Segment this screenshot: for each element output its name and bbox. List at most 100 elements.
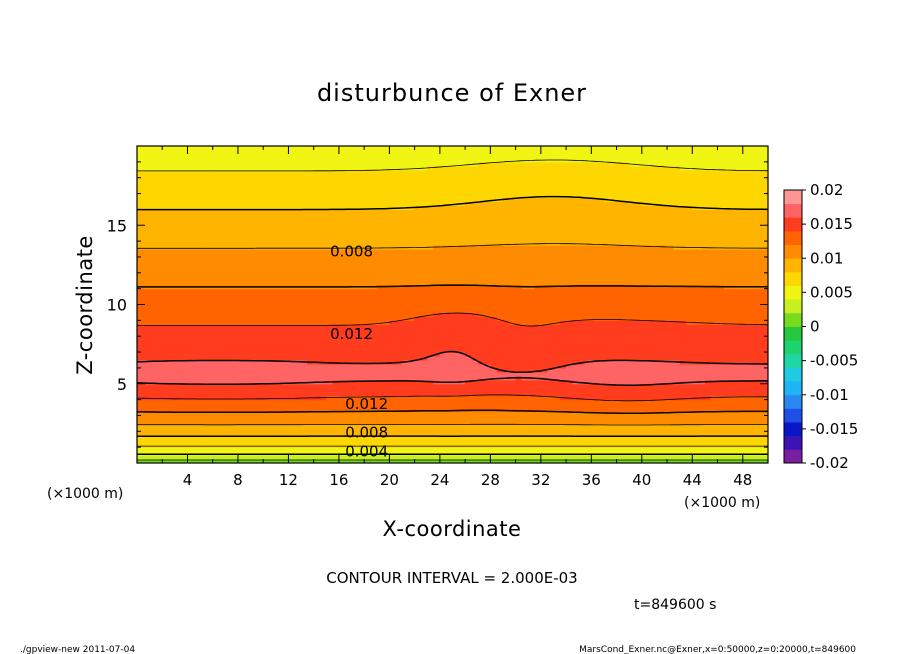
field-cell	[610, 336, 618, 341]
field-cell	[502, 276, 510, 282]
field-cell	[155, 407, 163, 413]
field-cell	[288, 324, 296, 329]
field-cell	[187, 296, 195, 302]
field-cell	[256, 308, 264, 314]
field-cell	[521, 403, 529, 409]
field-cell	[616, 435, 624, 440]
field-cell	[414, 367, 422, 373]
field-cell	[471, 367, 479, 373]
field-cell	[162, 316, 170, 321]
field-cell	[484, 296, 491, 302]
field-cell	[648, 367, 656, 373]
field-cell	[364, 447, 372, 452]
field-cell	[174, 324, 182, 329]
field-cell	[256, 403, 264, 409]
field-cell	[301, 308, 308, 314]
field-cell	[181, 391, 189, 397]
field-cell	[761, 447, 768, 452]
field-cell	[559, 328, 567, 333]
field-cell	[717, 371, 725, 377]
field-cell	[622, 395, 630, 401]
field-cell	[364, 387, 372, 393]
field-cell	[484, 344, 491, 349]
field-cell	[711, 304, 719, 310]
field-cell	[742, 443, 750, 448]
field-cell	[244, 407, 252, 413]
field-cell	[471, 371, 479, 377]
field-cell	[427, 276, 435, 282]
field-cell	[540, 300, 548, 306]
field-cell	[629, 300, 637, 306]
field-cell	[553, 363, 561, 369]
field-cell	[648, 375, 656, 381]
field-cell	[326, 308, 334, 314]
field-cell	[301, 268, 308, 274]
field-cell	[332, 411, 340, 417]
field-cell	[433, 336, 441, 341]
field-cell	[597, 332, 605, 337]
field-cell	[326, 399, 334, 405]
field-cell	[711, 383, 719, 389]
field-cell	[193, 375, 201, 381]
field-cell	[490, 423, 498, 428]
field-cell	[622, 316, 630, 321]
field-cell	[168, 264, 176, 270]
field-cell	[414, 312, 422, 317]
field-cell	[244, 264, 252, 270]
field-cell	[502, 363, 510, 369]
field-cell	[427, 387, 435, 393]
field-cell	[402, 455, 409, 460]
field-cell	[414, 375, 422, 381]
field-cell	[345, 276, 353, 282]
field-cell	[521, 439, 529, 444]
field-cell	[603, 308, 611, 314]
field-cell	[704, 340, 712, 345]
field-cell	[616, 264, 624, 270]
field-cell	[149, 324, 157, 329]
field-cell	[616, 423, 624, 428]
field-cell	[294, 407, 302, 413]
field-cell	[654, 415, 662, 421]
field-cell	[345, 316, 353, 321]
field-cell	[174, 276, 182, 282]
field-cell	[168, 431, 176, 436]
field-cell	[219, 455, 226, 460]
field-cell	[540, 296, 548, 302]
field-cell	[477, 292, 485, 298]
field-cell	[225, 451, 233, 456]
field-cell	[181, 288, 189, 294]
field-cell	[578, 387, 586, 393]
field-cell	[711, 359, 719, 365]
field-cell	[193, 415, 201, 421]
field-cell	[357, 415, 365, 421]
field-cell	[427, 451, 435, 456]
field-cell	[408, 324, 416, 329]
field-cell	[559, 340, 567, 345]
field-cell	[547, 447, 555, 452]
field-cell	[351, 439, 359, 444]
field-cell	[376, 359, 384, 365]
field-cell	[301, 344, 308, 349]
field-cell	[155, 395, 163, 401]
field-cell	[338, 272, 346, 278]
field-cell	[294, 276, 302, 282]
field-cell	[250, 423, 258, 428]
field-cell	[162, 419, 170, 424]
field-cell	[256, 336, 264, 341]
field-cell	[338, 427, 346, 432]
field-cell	[433, 320, 441, 325]
field-cell	[313, 276, 321, 282]
field-cell	[313, 288, 321, 294]
field-cell	[553, 367, 561, 373]
field-cell	[667, 399, 674, 405]
field-cell	[736, 451, 744, 456]
field-cell	[572, 383, 580, 389]
field-cell	[622, 352, 630, 357]
field-cell	[294, 399, 302, 405]
field-cell	[521, 371, 529, 377]
field-cell	[648, 352, 656, 357]
field-cell	[477, 352, 485, 357]
field-cell	[433, 431, 441, 436]
field-cell	[717, 415, 725, 421]
field-cell	[282, 288, 290, 294]
